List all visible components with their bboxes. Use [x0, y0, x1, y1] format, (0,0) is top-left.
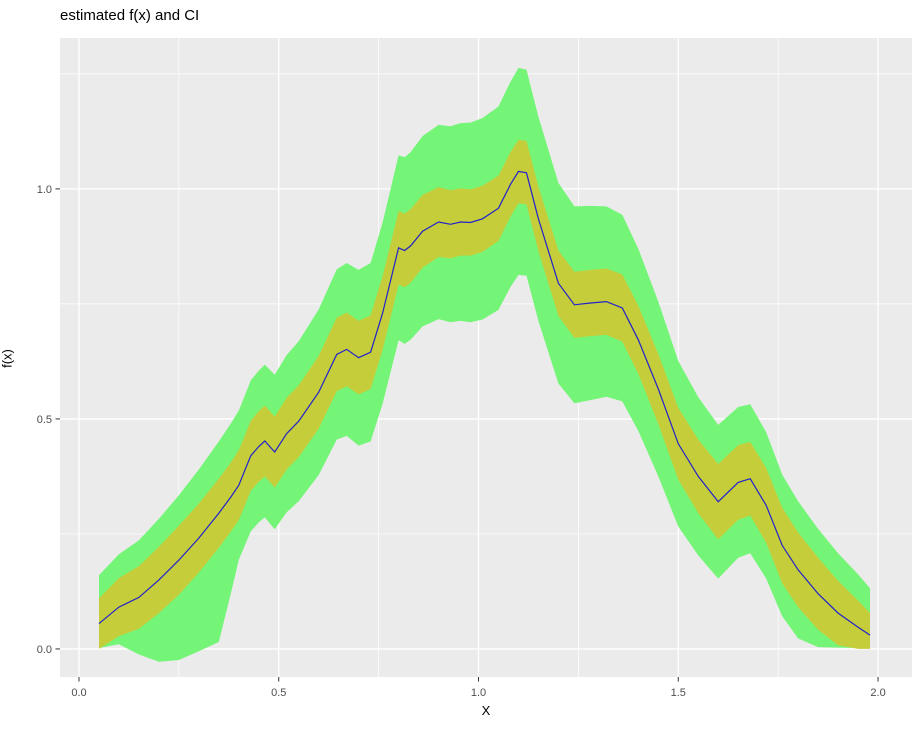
y-tick-label: 0.5: [37, 414, 52, 426]
y-tick-label: 0.0: [37, 644, 52, 656]
estimate-line: [98, 170, 871, 636]
x-tick-label: 1.5: [671, 687, 686, 699]
outer-ci-ribbon: [99, 67, 870, 662]
x-tick-label: 0.5: [271, 687, 286, 699]
x-axis-title: X: [481, 703, 491, 718]
y-axis-title: f(x): [0, 349, 15, 368]
y-tick-label: 1.0: [37, 184, 52, 196]
x-tick-label: 0.0: [71, 687, 86, 699]
x-tick-label: 1.0: [471, 687, 486, 699]
chart-title: estimated f(x) and CI: [60, 7, 200, 24]
x-tick-label: 2.0: [870, 687, 885, 699]
inner-ci-ribbon: [99, 139, 870, 649]
